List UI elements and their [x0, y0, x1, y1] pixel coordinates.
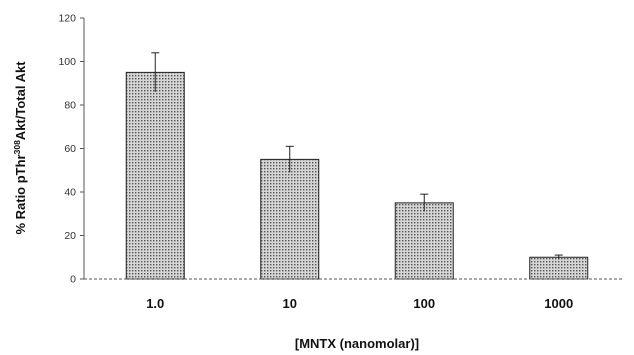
x-category-label: 1.0: [146, 296, 164, 311]
x-axis-title: [MNTX (nanomolar)]: [295, 336, 419, 351]
y-tick-label: 60: [64, 143, 76, 155]
error-bars-group: [151, 52, 563, 260]
y-axis-title: % Ratio pThr308Akt/Total Akt: [12, 61, 28, 235]
x-axis-category-labels: 1.0 10 100 1000: [146, 296, 573, 311]
x-category-label: 100: [413, 296, 435, 311]
y-tick-label: 100: [58, 56, 76, 68]
y-tick-label: 20: [64, 230, 76, 242]
x-category-label: 1000: [544, 296, 573, 311]
bar: [125, 71, 185, 280]
y-axis-ticks: 0 20 40 60 80 100 120: [58, 13, 84, 286]
y-tick-label: 80: [64, 100, 76, 112]
x-category-label: 10: [283, 296, 297, 311]
y-tick-label: 40: [64, 187, 76, 199]
y-axis-title-pre: % Ratio pThr: [13, 154, 28, 234]
y-axis-title-sup: 308: [12, 140, 22, 154]
y-tick-label: 120: [58, 13, 76, 25]
bar: [260, 158, 320, 280]
bar: [394, 202, 454, 280]
bar: [529, 256, 589, 280]
y-tick-label: 0: [70, 274, 76, 286]
bars-group: [125, 71, 589, 280]
y-axis-title-post: Akt/Total Akt: [13, 61, 28, 140]
